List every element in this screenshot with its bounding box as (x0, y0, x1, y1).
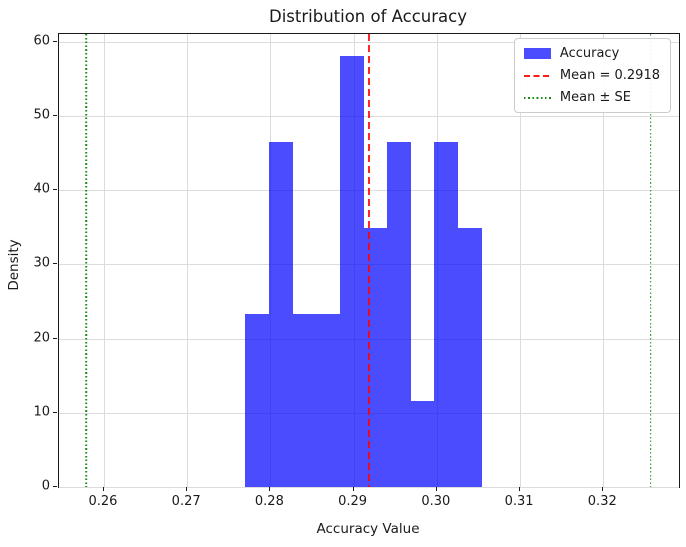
y-tick-mark (53, 411, 57, 413)
legend-swatch-mean-se-dotted-line (523, 96, 551, 99)
y-tick-mark (53, 40, 57, 42)
v-gridline (103, 34, 105, 487)
legend-item-mean: Mean = 0.2918 (523, 68, 660, 83)
y-tick-label: 30 (33, 255, 50, 271)
legend-item-accuracy: Accuracy (523, 46, 660, 61)
legend-swatch-mean-dashed-line (523, 74, 551, 77)
y-tick-label: 20 (33, 330, 50, 346)
histogram-bar (458, 228, 482, 487)
y-tick-label: 40 (33, 181, 50, 197)
histogram-bar (245, 314, 270, 487)
y-tick-mark (53, 486, 57, 487)
x-tick-mark (352, 487, 354, 491)
chart-title: Distribution of Accuracy (269, 7, 467, 26)
legend-swatch-accuracy-patch (523, 48, 551, 59)
histogram-bar (316, 314, 340, 487)
histogram-bar (434, 141, 459, 487)
x-tick-mark (519, 487, 521, 491)
x-tick-label: 0.27 (171, 494, 201, 509)
x-tick-label: 0.26 (88, 494, 118, 509)
x-tick-mark (602, 487, 604, 491)
v-gridline (603, 34, 605, 487)
legend: Accuracy Mean = 0.2918 Mean ± SE (513, 38, 671, 113)
x-axis-label: Accuracy Value (316, 521, 420, 537)
y-tick-label: 60 (33, 33, 50, 49)
histogram-bar (269, 141, 293, 487)
y-tick-mark (53, 337, 57, 339)
x-tick-label: 0.28 (254, 494, 284, 509)
y-tick-label: 0 (41, 478, 50, 494)
histogram-bar (339, 55, 364, 487)
y-tick-label: 50 (33, 107, 50, 123)
histogram-bar (410, 400, 435, 487)
se-line (649, 34, 652, 487)
x-tick-mark (269, 487, 271, 491)
x-tick-mark (435, 487, 437, 491)
x-tick-label: 0.30 (421, 494, 451, 509)
legend-label-mean-se: Mean ± SE (559, 90, 631, 105)
legend-label-accuracy: Accuracy (559, 46, 620, 61)
v-gridline (520, 34, 522, 487)
mean-line (367, 34, 370, 487)
se-line (85, 34, 88, 487)
y-tick-mark (53, 263, 57, 265)
x-tick-label: 0.32 (587, 494, 617, 509)
x-tick-label: 0.31 (504, 494, 534, 509)
v-gridline (187, 34, 189, 487)
legend-label-mean: Mean = 0.2918 (559, 68, 660, 83)
h-gridline (59, 487, 679, 488)
legend-item-mean-se: Mean ± SE (523, 90, 660, 105)
y-tick-label: 10 (33, 404, 50, 420)
histogram-bar (292, 314, 317, 487)
y-tick-mark (53, 114, 57, 116)
x-tick-label: 0.29 (338, 494, 368, 509)
x-tick-mark (186, 487, 188, 491)
plot-area: Accuracy Mean = 0.2918 Mean ± SE (58, 33, 680, 488)
y-tick-mark (53, 189, 57, 191)
x-tick-mark (102, 487, 104, 491)
histogram-bar (387, 141, 411, 487)
